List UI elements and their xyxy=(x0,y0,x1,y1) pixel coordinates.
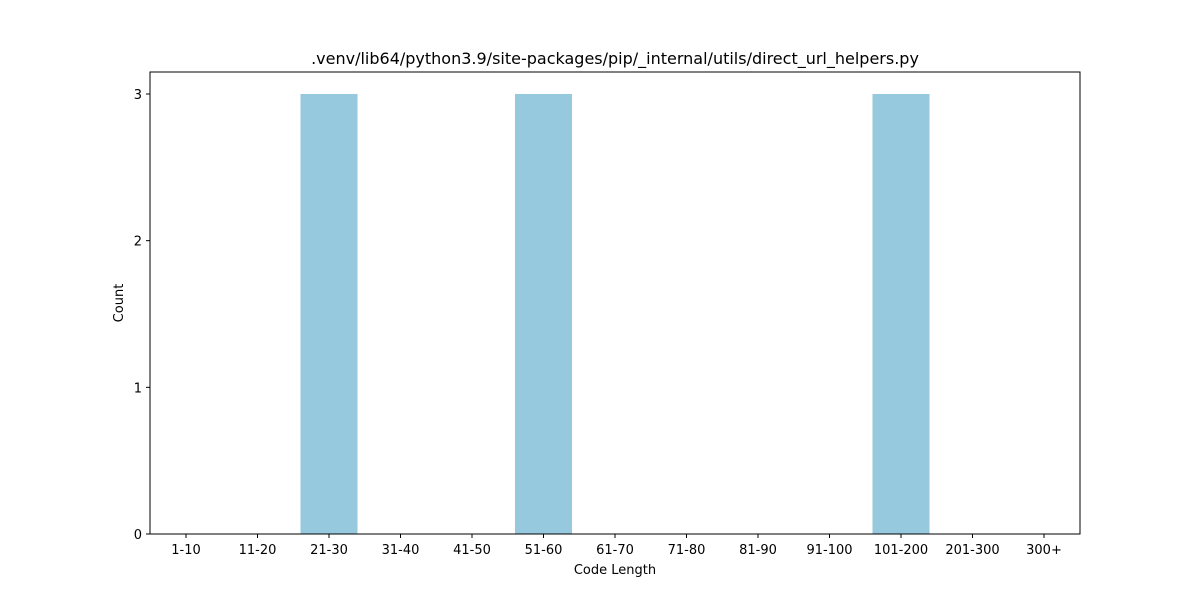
x-tick-label: 11-20 xyxy=(239,543,277,558)
x-tick-label: 51-60 xyxy=(525,543,563,558)
chart-title: .venv/lib64/python3.9/site-packages/pip/… xyxy=(311,49,919,69)
x-tick-label: 41-50 xyxy=(453,543,491,558)
y-tick-label: 3 xyxy=(134,88,142,103)
bar-51-60 xyxy=(515,94,572,534)
y-axis-label: Count xyxy=(112,284,127,323)
plot-frame xyxy=(149,71,1081,535)
bar-21-30 xyxy=(300,94,358,534)
y-tick-label: 0 xyxy=(134,528,142,543)
y-tick-label: 1 xyxy=(134,381,142,396)
x-axis-ticks: 1-10 11-20 21-30 31-40 41-50 51-60 61-70 71-80 8… xyxy=(171,534,1062,558)
x-tick-label: 201-300 xyxy=(945,543,999,558)
bar-101-200 xyxy=(872,94,930,534)
y-axis-ticks: 0 1 2 3 xyxy=(134,88,150,543)
x-tick-label: 21-30 xyxy=(310,543,348,558)
y-tick-label: 2 xyxy=(134,235,142,250)
x-tick-label: 31-40 xyxy=(382,543,420,558)
x-tick-label: 91-100 xyxy=(806,543,852,558)
x-axis-label: Code Length xyxy=(574,563,656,578)
bars-group xyxy=(300,94,930,534)
x-tick-label: 1-10 xyxy=(171,543,201,558)
x-tick-label: 81-90 xyxy=(739,543,777,558)
x-tick-label: 61-70 xyxy=(596,543,634,558)
x-tick-label: 101-200 xyxy=(874,543,928,558)
x-tick-label: 71-80 xyxy=(668,543,706,558)
x-tick-label: 300+ xyxy=(1026,543,1062,558)
